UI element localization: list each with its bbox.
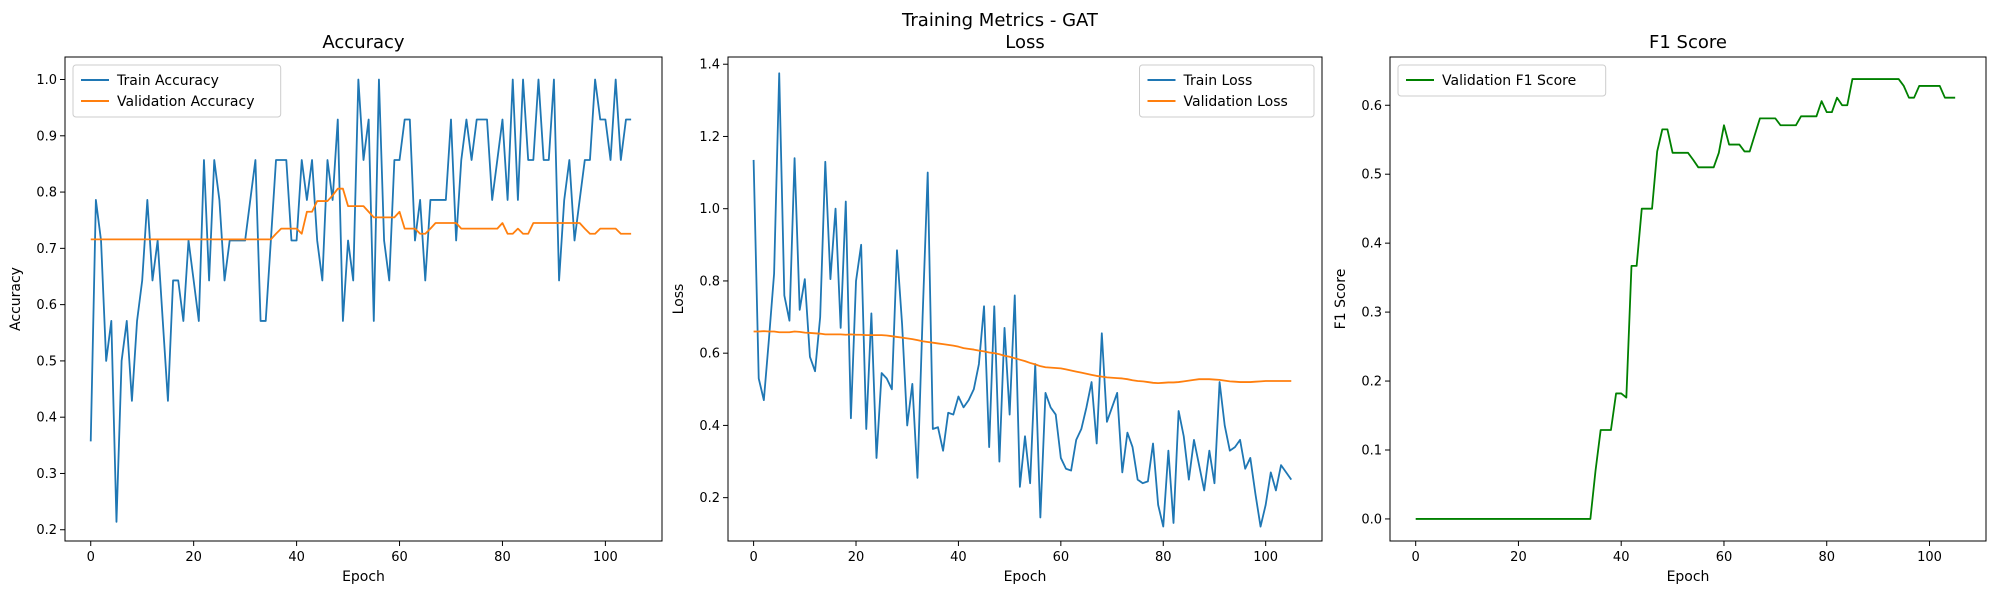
accuracy-y-tick-label: 1.0 [36, 73, 57, 88]
f1-x-tick-label: 80 [1818, 550, 1835, 565]
f1-series-line-0 [1415, 78, 1956, 520]
f1-panel: F1 Score 0 20 40 60 80 100 0.0 0.1 0.2 0.3 0.4 0.5 0.… [1333, 32, 1987, 585]
f1-x-axis-label: Epoch [1667, 569, 1710, 585]
accuracy-legend: Train Accuracy Validation Accuracy [72, 64, 282, 118]
accuracy-panel: Accuracy 0 20 40 60 80 100 0.2 0.3 0.4 0.5 0.6 0.7 0.… [8, 32, 663, 585]
f1-y-tick-label: 0.5 [1361, 168, 1382, 183]
f1-y-tick-label: 0.2 [1361, 375, 1382, 390]
f1-plot-frame [1389, 56, 1987, 542]
loss-y-tick-label: 0.6 [699, 347, 720, 362]
f1-x-tick-label: 40 [1613, 550, 1630, 565]
accuracy-x-tick-label: 40 [288, 550, 305, 565]
loss-x-tick-label: 80 [1155, 550, 1172, 565]
loss-x-tick-label: 60 [1053, 550, 1070, 565]
loss-y-axis-label: Loss [671, 284, 687, 315]
f1-y-tick-label: 0.4 [1361, 237, 1382, 252]
f1-x-tick-label: 100 [1917, 550, 1942, 565]
loss-y-tick-label: 0.4 [699, 419, 720, 434]
accuracy-x-tick-label: 20 [185, 550, 202, 565]
figure-title: Training Metrics - GAT [901, 10, 1099, 31]
loss-title: Loss [1005, 32, 1044, 53]
f1-legend-label: Validation F1 Score [1442, 73, 1576, 89]
loss-legend: Train Loss Validation Loss [1139, 64, 1315, 118]
accuracy-plot-frame [64, 56, 663, 542]
loss-x-tick-label: 40 [950, 550, 967, 565]
accuracy-y-tick-label: 0.7 [36, 242, 57, 257]
f1-y-tick-label: 0.3 [1361, 306, 1382, 321]
accuracy-x-axis-label: Epoch [342, 569, 385, 585]
loss-y-tick-label: 1.0 [699, 202, 720, 217]
f1-legend: Validation F1 Score [1397, 64, 1607, 97]
accuracy-series-line-0 [89, 78, 632, 523]
accuracy-y-tick-label: 0.6 [36, 298, 57, 313]
f1-x-tick-label: 60 [1716, 550, 1733, 565]
accuracy-legend-box [72, 64, 282, 118]
f1-legend-box [1397, 64, 1607, 97]
accuracy-series-line-1 [90, 187, 632, 241]
loss-y-tick-label: 0.2 [699, 491, 720, 506]
accuracy-y-tick-label: 0.4 [36, 411, 57, 426]
f1-y-tick-label: 0.1 [1361, 443, 1382, 458]
f1-y-tick-label: 0.0 [1361, 512, 1382, 527]
loss-x-tick-label: 0 [749, 550, 757, 565]
f1-x-tick-label: 0 [1412, 550, 1420, 565]
accuracy-legend-label: Validation Accuracy [117, 94, 255, 110]
accuracy-x-tick-label: 80 [494, 550, 511, 565]
accuracy-y-axis-label: Accuracy [8, 267, 24, 331]
accuracy-y-tick-label: 0.8 [36, 186, 57, 201]
loss-y-tick-label: 1.2 [699, 130, 720, 145]
loss-legend-box [1139, 64, 1315, 118]
loss-x-tick-label: 20 [848, 550, 865, 565]
accuracy-x-tick-label: 60 [391, 550, 408, 565]
accuracy-y-tick-label: 0.3 [36, 467, 57, 482]
loss-series-line-1 [753, 330, 1292, 385]
f1-y-axis-label: F1 Score [1333, 269, 1349, 330]
f1-x-tick-label: 20 [1510, 550, 1527, 565]
loss-series-line-0 [752, 72, 1293, 528]
accuracy-title: Accuracy [322, 32, 405, 53]
loss-y-tick-label: 1.4 [699, 58, 720, 73]
loss-legend-label: Validation Loss [1184, 94, 1288, 110]
loss-y-tick-label: 0.8 [699, 274, 720, 289]
f1-title: F1 Score [1649, 32, 1727, 53]
accuracy-x-tick-label: 100 [593, 550, 618, 565]
f1-y-tick-label: 0.6 [1361, 99, 1382, 114]
accuracy-legend-label: Train Accuracy [116, 73, 219, 89]
accuracy-y-tick-label: 0.5 [36, 354, 57, 369]
loss-x-axis-label: Epoch [1004, 569, 1047, 585]
loss-panel: Loss 0 20 40 60 80 100 0.2 0.4 0.6 0.8 1.0 1.2 1.4 Epo… [671, 32, 1323, 585]
loss-legend-label: Train Loss [1183, 73, 1253, 89]
loss-x-tick-label: 100 [1253, 550, 1278, 565]
accuracy-x-tick-label: 0 [87, 550, 95, 565]
accuracy-y-tick-label: 0.9 [36, 129, 57, 144]
loss-plot-frame [727, 56, 1323, 542]
accuracy-y-tick-label: 0.2 [36, 523, 57, 538]
